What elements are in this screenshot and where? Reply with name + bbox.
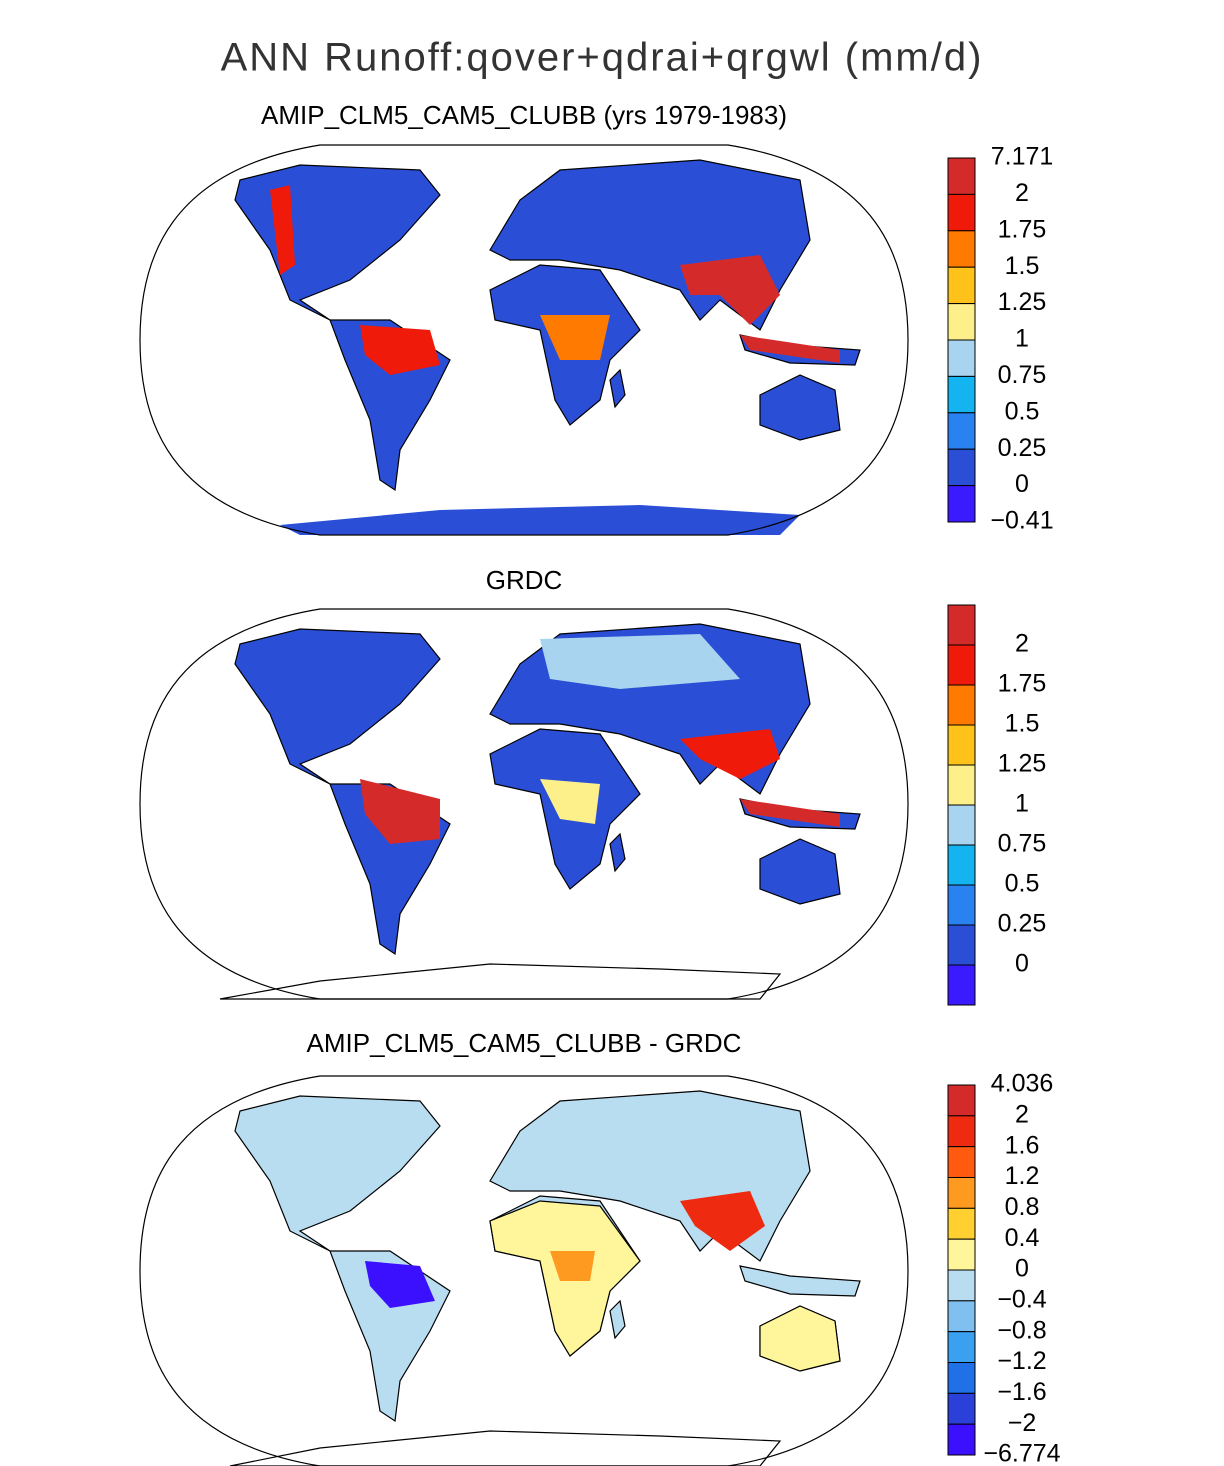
runoff-high	[740, 799, 840, 827]
colorbar-label: −0.8	[997, 1316, 1046, 1344]
colorbar-label: 1.25	[998, 288, 1047, 316]
colorbar-box	[947, 230, 976, 268]
runoff-mid	[540, 779, 600, 824]
colorbar-label: 1.6	[1005, 1131, 1040, 1159]
colorbar-box	[947, 764, 976, 806]
colorbar-box	[947, 193, 976, 232]
antarctica	[229, 1430, 782, 1466]
colorbar-label: 1	[1015, 790, 1029, 818]
runoff-high	[270, 185, 295, 275]
colorbar-label: 2	[1015, 179, 1029, 207]
diff-positive	[759, 1305, 841, 1372]
colorbar-label: 0	[1015, 950, 1029, 978]
colorbar-label: 1	[1015, 325, 1029, 353]
diff-positive	[680, 1191, 765, 1251]
panel-title: AMIP_CLM5_CAM5_CLUBB (yrs 1979-1983)	[261, 100, 787, 130]
colorbar-box	[947, 1300, 976, 1333]
colorbar-box	[947, 339, 976, 377]
colorbar-label: 0.25	[998, 434, 1047, 462]
colorbar-label: 0.75	[998, 830, 1047, 858]
antarctica	[280, 505, 800, 535]
colorbar-box	[947, 1392, 976, 1425]
colorbar-label: −0.4	[997, 1285, 1046, 1313]
colorbar-label: 1.5	[1005, 710, 1040, 738]
colorbar-label: −2	[1008, 1409, 1037, 1437]
map	[139, 608, 909, 1000]
colorbar-box	[947, 684, 976, 726]
runoff-low	[540, 634, 740, 689]
colorbar-label: 0.25	[998, 910, 1047, 938]
runoff-high	[360, 779, 440, 844]
colorbar-box	[947, 964, 976, 1006]
colorbar-label: −1.2	[997, 1347, 1046, 1375]
colorbar-box	[947, 924, 976, 966]
colorbar-label: 1.5	[1005, 252, 1040, 280]
colorbar-label: 0.4	[1005, 1224, 1040, 1252]
colorbar-box	[947, 1084, 976, 1117]
colorbar-box	[947, 485, 976, 523]
panel-title: AMIP_CLM5_CAM5_CLUBB - GRDC	[307, 1028, 742, 1058]
colorbar-label: 1.75	[998, 215, 1047, 243]
diff-negative	[365, 1261, 435, 1308]
colorbar-box	[947, 375, 976, 414]
colorbar-label: 0	[1015, 470, 1029, 498]
runoff-mid	[540, 315, 610, 360]
panel-title: GRDC	[486, 565, 563, 595]
colorbar-label: −0.41	[990, 507, 1053, 535]
colorbar-label: −1.6	[997, 1378, 1046, 1406]
colorbar-label: 0	[1015, 1255, 1029, 1283]
colorbar-box	[947, 157, 976, 195]
colorbar-label: 0.5	[1005, 870, 1040, 898]
colorbar-label: −6.774	[983, 1440, 1060, 1466]
colorbar-box	[947, 804, 976, 846]
colorbars: 7.17121.751.51.2510.750.50.250−0.4121.75…	[947, 143, 1061, 1466]
colorbar-box	[947, 1331, 976, 1363]
colorbar-box	[947, 844, 976, 886]
colorbar-label: 2	[1015, 630, 1029, 658]
colorbar-box	[947, 303, 976, 341]
colorbar-box	[947, 1146, 976, 1178]
colorbar-box	[947, 448, 976, 487]
colorbar-label: 0.5	[1005, 397, 1040, 425]
colorbar-box	[947, 724, 976, 766]
map	[139, 1075, 909, 1466]
colorbar-label: 1.25	[998, 750, 1047, 778]
colorbar-label: 1.75	[998, 670, 1047, 698]
colorbar-box	[947, 1362, 976, 1394]
colorbar-box	[947, 1177, 976, 1209]
colorbar-label: 2	[1015, 1100, 1029, 1128]
runoff-high	[680, 255, 780, 325]
colorbar-box	[947, 604, 976, 646]
figure-title: ANN Runoff:qover+qdrai+qrgwl (mm/d)	[221, 36, 984, 80]
colorbar-label: 1.2	[1005, 1162, 1040, 1190]
colorbar-box	[947, 1269, 976, 1302]
colorbar-label: 0.75	[998, 361, 1047, 389]
colorbar-box	[947, 1115, 976, 1148]
antarctica	[219, 963, 782, 1000]
runoff-high	[360, 325, 440, 375]
colorbar-box	[947, 644, 976, 686]
colorbar-label: 0.8	[1005, 1193, 1040, 1221]
map	[139, 144, 909, 536]
colorbar-box	[947, 266, 976, 305]
colorbar-box	[947, 412, 976, 450]
runoff-high	[740, 335, 840, 363]
colorbar-label: 4.036	[991, 1070, 1054, 1098]
runoff-high	[680, 729, 780, 779]
colorbar-label: 7.171	[991, 143, 1054, 171]
colorbar-box	[947, 1238, 976, 1271]
colorbar-box	[947, 1207, 976, 1240]
diff-positive	[550, 1251, 595, 1281]
colorbar-box	[947, 884, 976, 926]
colorbar-box	[947, 1423, 976, 1456]
